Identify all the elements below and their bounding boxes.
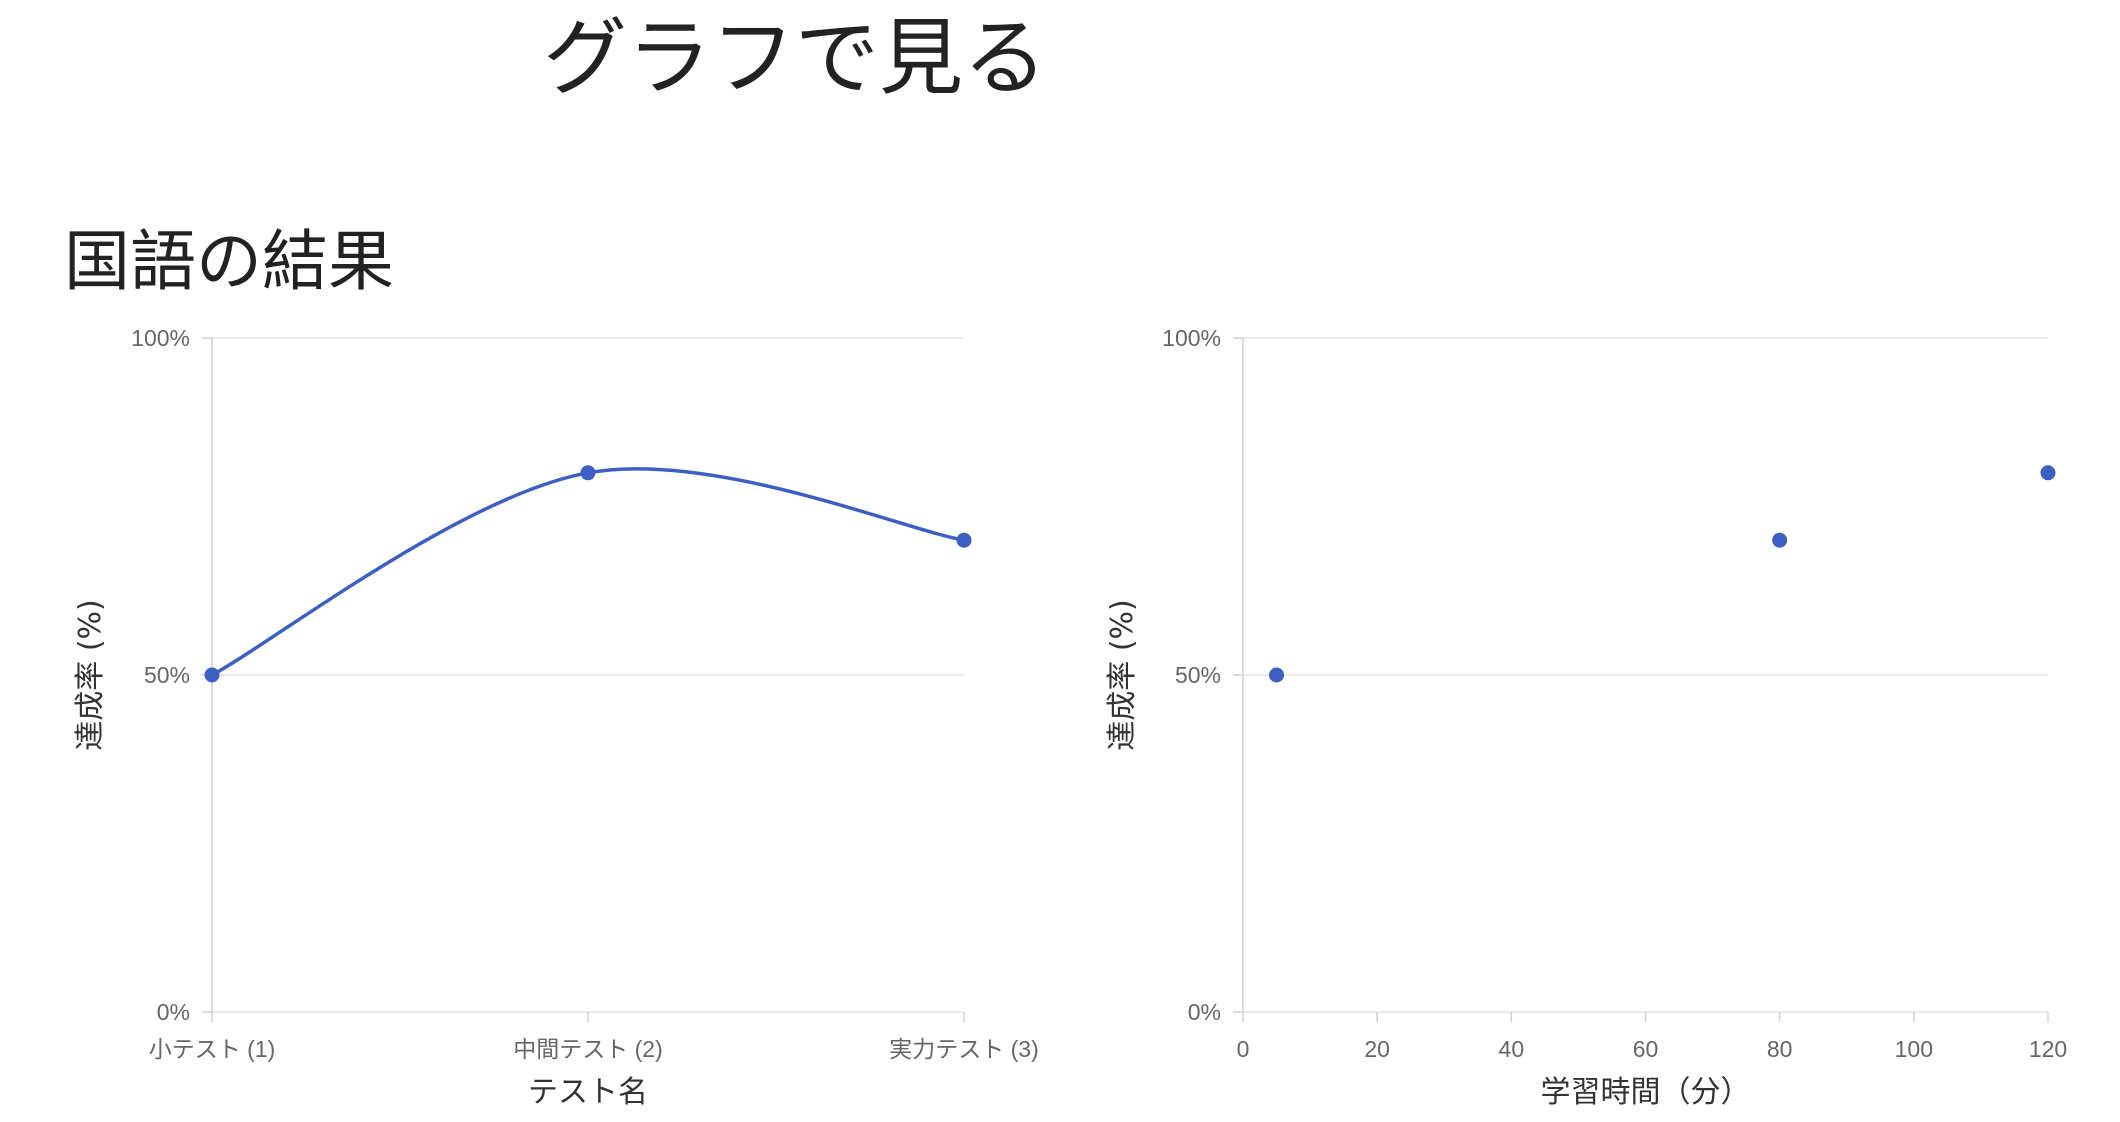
data-point[interactable] — [205, 668, 220, 683]
series-line — [212, 469, 964, 675]
y-gridlines — [1243, 338, 2048, 1012]
scatter-points — [1269, 465, 2055, 682]
x-axis-title: 学習時間（分） — [1541, 1075, 1751, 1110]
y-tick-label: 50% — [1175, 662, 1221, 688]
axes — [1233, 338, 2048, 1022]
y-tick-label: 0% — [157, 999, 190, 1025]
x-tick-label: 20 — [1364, 1036, 1390, 1062]
series-points — [205, 465, 972, 682]
x-tick-label: 実力テスト (3) — [889, 1036, 1039, 1062]
data-point[interactable] — [1772, 533, 1787, 548]
scatter-chart: 0% 50% 100% 0 20 40 60 80 100 120 学習時間（分） 達成率 (%… — [1060, 0, 2120, 1122]
axes — [202, 338, 964, 1022]
x-tick-labels: 小テスト (1) 中間テスト (2) 実力テスト (3) — [149, 1036, 1039, 1062]
y-tick-label: 50% — [144, 662, 190, 688]
x-tick-label: 中間テスト (2) — [513, 1036, 663, 1062]
x-axis-title: テスト名 — [528, 1075, 648, 1110]
x-tick-label: 80 — [1767, 1036, 1793, 1062]
data-point[interactable] — [957, 533, 972, 548]
x-tick-label: 60 — [1633, 1036, 1659, 1062]
y-tick-label: 100% — [1162, 325, 1221, 351]
y-tick-label: 100% — [131, 325, 190, 351]
line-chart: 0% 50% 100% 小テスト (1) 中間テスト (2) 実力テスト (3) テスト… — [0, 0, 1060, 1122]
x-tick-labels: 0 20 40 60 80 100 120 — [1237, 1036, 2068, 1062]
y-axis-title: 達成率 (%) — [73, 599, 108, 750]
y-gridlines — [212, 338, 964, 1012]
data-point[interactable] — [581, 465, 596, 480]
data-point[interactable] — [2041, 465, 2056, 480]
x-tick-label: 100 — [1895, 1036, 1933, 1062]
y-tick-labels: 0% 50% 100% — [1162, 325, 1221, 1025]
x-tick-label: 0 — [1237, 1036, 1250, 1062]
x-tick-label: 小テスト (1) — [149, 1036, 276, 1062]
x-tick-label: 40 — [1499, 1036, 1525, 1062]
y-axis-title: 達成率 (%) — [1105, 599, 1140, 750]
y-tick-label: 0% — [1188, 999, 1221, 1025]
data-point[interactable] — [1269, 668, 1284, 683]
x-tick-label: 120 — [2029, 1036, 2067, 1062]
y-tick-labels: 0% 50% 100% — [131, 325, 190, 1025]
